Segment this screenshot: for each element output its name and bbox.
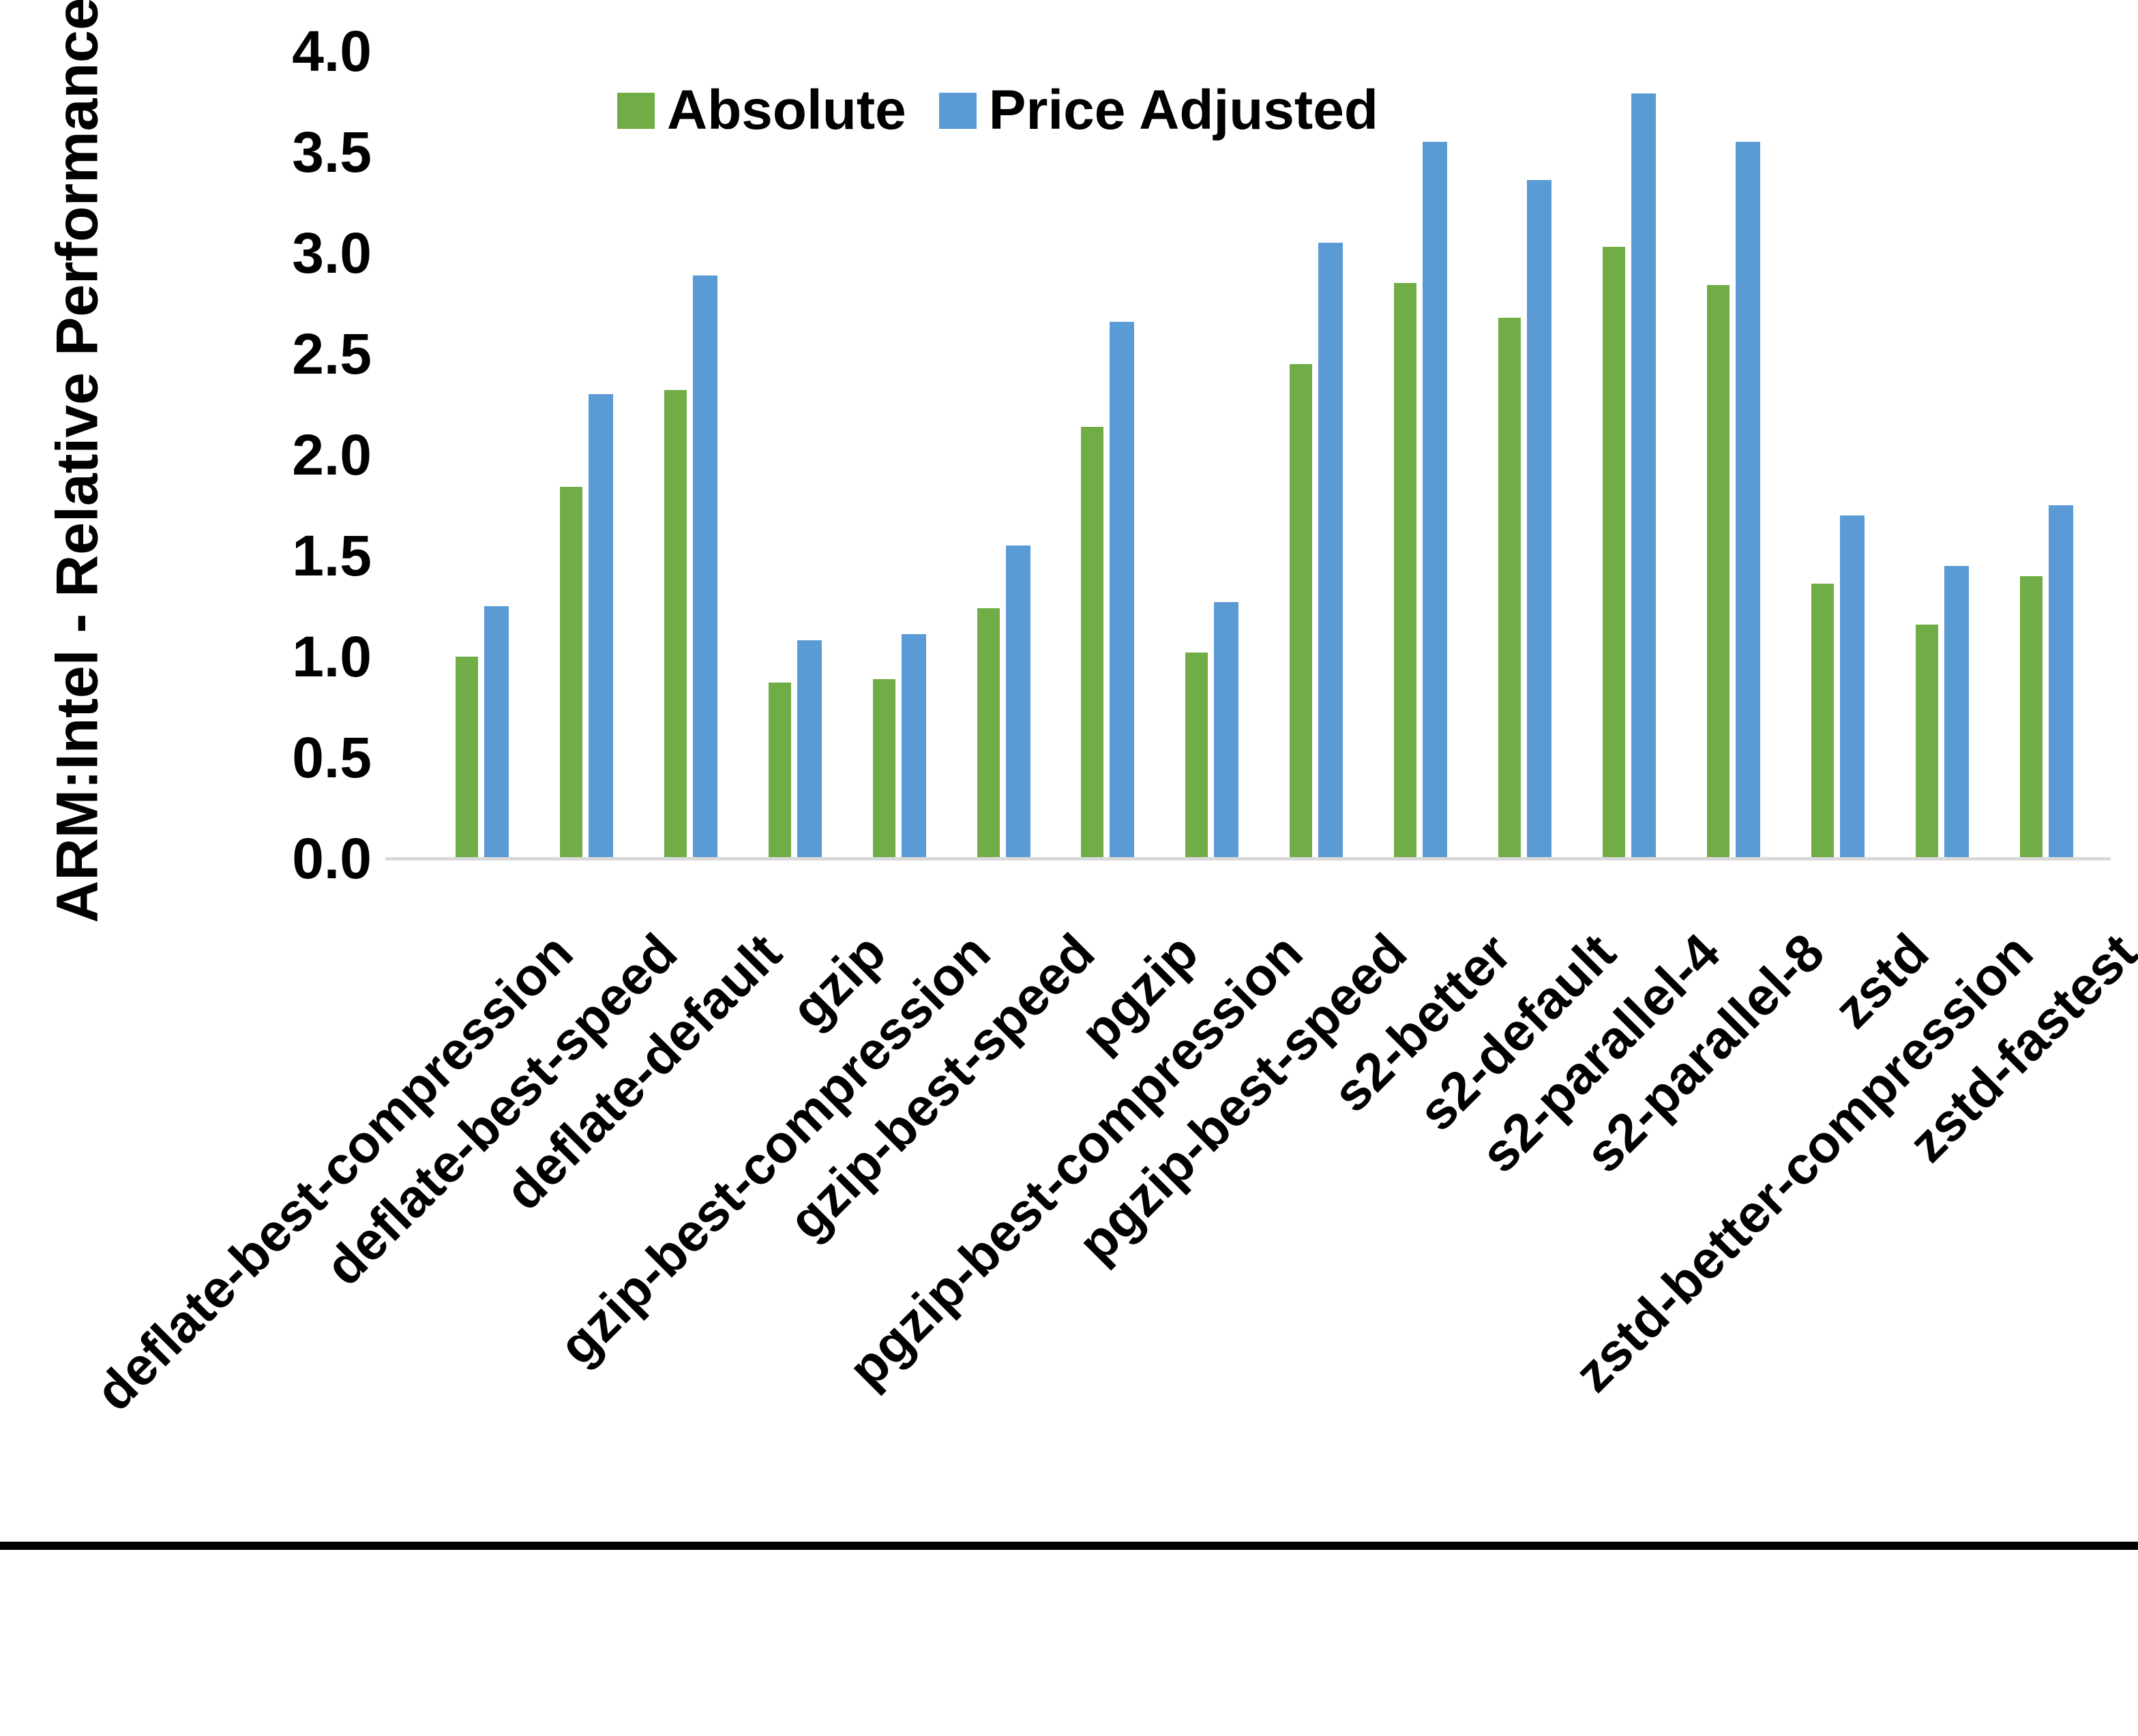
legend-label-price-adjusted: Price Adjusted xyxy=(988,79,1378,141)
bar-absolute xyxy=(1916,625,1938,858)
bar-absolute xyxy=(2020,576,2043,858)
bar-price-adjusted xyxy=(2049,505,2073,858)
bar-absolute xyxy=(977,608,1000,858)
y-tick-label: 2.5 xyxy=(292,322,372,386)
bar-price-adjusted xyxy=(902,634,926,858)
bar-absolute xyxy=(1811,584,1834,858)
legend-label-absolute: Absolute xyxy=(667,79,906,141)
y-tick-label: 1.5 xyxy=(292,524,372,588)
bar-absolute xyxy=(560,487,582,858)
y-tick-label: 0.0 xyxy=(292,826,372,891)
bar-absolute xyxy=(769,683,791,858)
bar-absolute xyxy=(1290,364,1312,858)
bar-price-adjusted xyxy=(693,275,717,858)
bar-price-adjusted xyxy=(1214,602,1238,858)
bar-price-adjusted xyxy=(1527,180,1551,858)
bar-absolute xyxy=(1498,318,1521,858)
y-tick-label: 3.5 xyxy=(292,120,372,184)
y-tick-label: 3.0 xyxy=(292,221,372,285)
bar-price-adjusted xyxy=(1840,515,1865,858)
bar-price-adjusted xyxy=(1318,243,1343,858)
bar-price-adjusted xyxy=(1423,142,1447,858)
bar-price-adjusted xyxy=(484,606,509,858)
bar-price-adjusted xyxy=(1736,142,1760,858)
y-tick-label: 0.5 xyxy=(292,725,372,790)
bar-price-adjusted xyxy=(1944,566,1969,858)
bar-absolute xyxy=(873,679,895,858)
bar-price-adjusted xyxy=(589,394,613,858)
bar-absolute xyxy=(456,657,478,858)
legend-swatch-price-adjusted xyxy=(938,92,977,129)
bar-absolute xyxy=(1603,247,1625,858)
bar-absolute xyxy=(1185,653,1208,858)
bar-price-adjusted xyxy=(1631,93,1656,858)
legend-item-absolute: Absolute xyxy=(617,78,906,143)
bar-absolute xyxy=(664,390,687,858)
plot-area: 0.0 0.5 1.0 1.5 2.0 2.5 3.0 3.5 4.0 deflate-best… xyxy=(84,19,2138,1422)
bar-absolute xyxy=(1394,283,1416,858)
y-tick-label: 1.0 xyxy=(292,625,372,689)
bar-price-adjusted xyxy=(1006,545,1030,858)
legend-item-price-adjusted: Price Adjusted xyxy=(938,78,1378,143)
bar-price-adjusted xyxy=(797,640,822,858)
legend: Absolute Price Adjusted xyxy=(617,79,1378,141)
y-tick-label: 2.0 xyxy=(292,423,372,487)
y-tick-label: 4.0 xyxy=(292,19,372,83)
bar-price-adjusted xyxy=(1110,322,1134,858)
bottom-border xyxy=(0,1542,2138,1550)
bar-absolute xyxy=(1707,285,1729,858)
bar-absolute xyxy=(1081,427,1103,858)
x-axis-line xyxy=(385,857,2111,860)
legend-swatch-absolute xyxy=(617,92,655,129)
bar-chart-figure: ARM:Intel - Relative Performance Absolut… xyxy=(0,0,2138,1550)
